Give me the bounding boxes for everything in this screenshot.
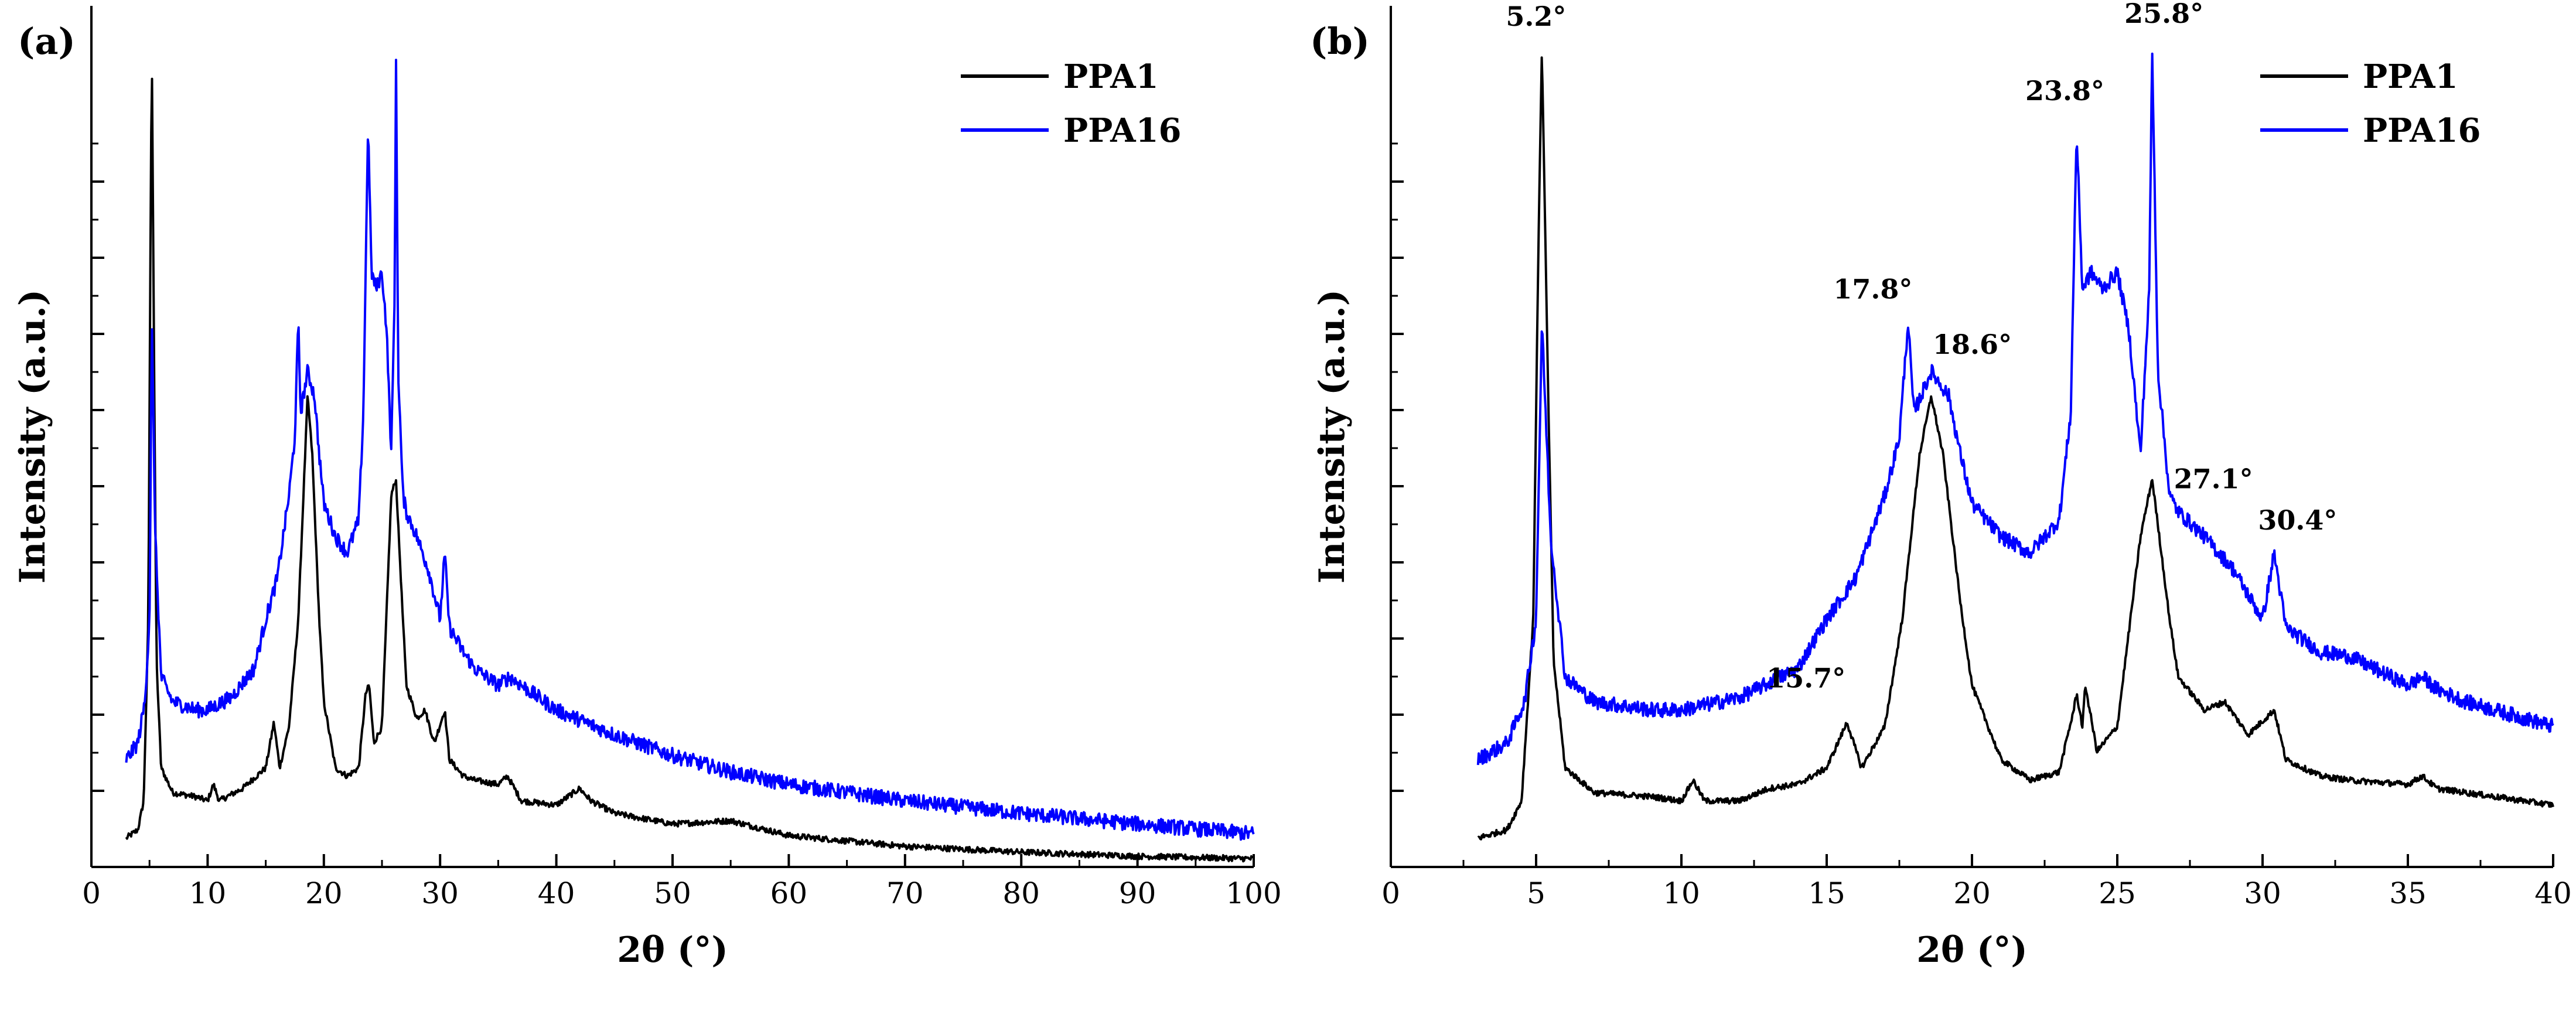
legend-entry-ppa1: PPA1 xyxy=(1063,57,1159,96)
x-tick-label: 30 xyxy=(2244,876,2281,910)
y-axis-title: Intensity (a.u.) xyxy=(12,289,53,583)
chart-panel-a: 0 10 20 30 40 50 60 70 80 90 100 2θ (°) Intensity (a… xyxy=(12,6,1282,971)
peak-label: 27.1° xyxy=(2174,463,2253,495)
x-tick-label: 80 xyxy=(1002,876,1040,910)
x-tick-label: 40 xyxy=(2534,876,2572,910)
x-tick-label: 20 xyxy=(305,876,343,910)
peak-label: 30.4° xyxy=(2258,504,2337,536)
panel-label: (a) xyxy=(18,20,76,63)
x-tick-label: 10 xyxy=(189,876,227,910)
peak-label: 15.7° xyxy=(1766,662,1845,694)
peak-label: 18.6° xyxy=(1933,329,2012,360)
series-line-ppa16 xyxy=(125,59,1255,841)
series-line-ppa16 xyxy=(1476,52,2554,766)
x-axis-title: 2θ (°) xyxy=(1916,930,2027,971)
x-tick-label: 50 xyxy=(654,876,691,910)
x-tick-label: 70 xyxy=(886,876,924,910)
x-axis-title: 2θ (°) xyxy=(617,930,728,971)
x-tick-label: 25 xyxy=(2099,876,2136,910)
x-tick-label: 30 xyxy=(421,876,459,910)
x-tick-label: 15 xyxy=(1808,876,1845,910)
x-tick-label: 60 xyxy=(770,876,808,910)
x-tick-label: 40 xyxy=(538,876,575,910)
series-line-ppa1 xyxy=(125,77,1254,863)
x-tick-label: 0 xyxy=(82,876,101,910)
y-axis-title: Intensity (a.u.) xyxy=(1312,289,1353,583)
peak-label: 17.8° xyxy=(1833,273,1912,305)
x-tick-label: 90 xyxy=(1119,876,1156,910)
legend-entry-ppa1: PPA1 xyxy=(2363,57,2458,96)
peak-label: 23.8° xyxy=(2025,75,2104,107)
x-tick-label: 100 xyxy=(1226,876,1281,910)
legend-entry-ppa16: PPA16 xyxy=(1063,111,1182,150)
series-line-ppa1 xyxy=(1477,56,2554,841)
peak-label: 25.8° xyxy=(2124,0,2203,29)
x-tick-label: 35 xyxy=(2389,876,2427,910)
legend-entry-ppa16: PPA16 xyxy=(2363,111,2481,150)
x-tick-label: 20 xyxy=(1953,876,1991,910)
x-tick-label: 10 xyxy=(1663,876,1700,910)
x-tick-label: 0 xyxy=(1381,876,1400,910)
chart-panel-b: 0 5 10 15 20 25 30 35 40 2θ (°) Intensity (a.u.) (b… xyxy=(1310,0,2572,971)
panel-label: (b) xyxy=(1310,20,1370,63)
peak-label: 5.2° xyxy=(1506,1,1566,32)
x-tick-label: 5 xyxy=(1527,876,1545,910)
